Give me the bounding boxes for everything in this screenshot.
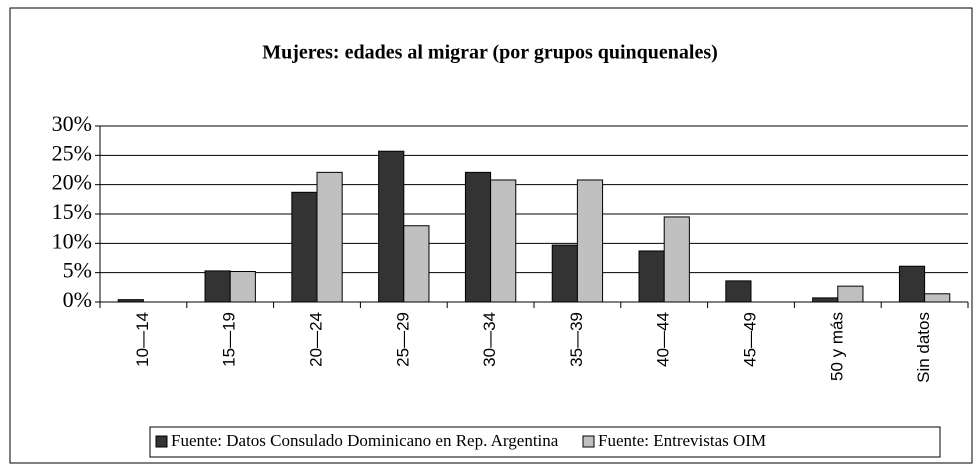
x-tick-label: 15—19 xyxy=(220,312,239,367)
bar xyxy=(229,270,256,303)
bar xyxy=(576,179,604,303)
y-tick-label: 30% xyxy=(52,111,92,136)
x-tick-label: 30—34 xyxy=(480,312,499,367)
x-tick-label: 10—14 xyxy=(133,312,152,367)
y-tick-label: 0% xyxy=(63,287,92,312)
bar xyxy=(291,191,318,303)
bar xyxy=(725,280,752,303)
x-tick-label: 50 y más xyxy=(827,312,846,381)
legend-swatch xyxy=(155,435,168,448)
x-tick-label: 25—29 xyxy=(393,312,412,367)
bar xyxy=(403,225,430,303)
chart-title: Mujeres: edades al migrar (por grupos qu… xyxy=(262,42,718,64)
bar xyxy=(551,244,578,303)
x-tick-label: 20—24 xyxy=(306,312,325,367)
x-tick-label: 35—39 xyxy=(567,312,586,367)
legend-swatch xyxy=(582,435,595,448)
y-tick-label: 25% xyxy=(52,140,92,165)
bar xyxy=(837,285,864,303)
legend-label: Fuente: Entrevistas OIM xyxy=(598,431,766,450)
x-tick-label: Sin datos xyxy=(914,312,933,383)
bar xyxy=(378,150,405,303)
bar xyxy=(924,293,951,303)
bar xyxy=(490,179,517,303)
bar xyxy=(316,171,343,303)
bar xyxy=(812,297,839,303)
y-tick-label: 5% xyxy=(63,258,92,283)
legend-label: Fuente: Datos Consulado Dominicano en Re… xyxy=(171,431,559,450)
bar xyxy=(204,270,231,303)
y-tick-label: 15% xyxy=(52,199,92,224)
x-tick-label: 45—49 xyxy=(740,312,759,367)
bar xyxy=(638,250,665,303)
bar xyxy=(464,171,492,303)
legend-box xyxy=(149,426,941,458)
bar xyxy=(898,265,926,303)
y-tick-label: 10% xyxy=(52,228,92,253)
y-tick-label: 20% xyxy=(52,170,92,195)
bar xyxy=(663,216,690,303)
x-tick-label: 40—44 xyxy=(654,312,673,367)
